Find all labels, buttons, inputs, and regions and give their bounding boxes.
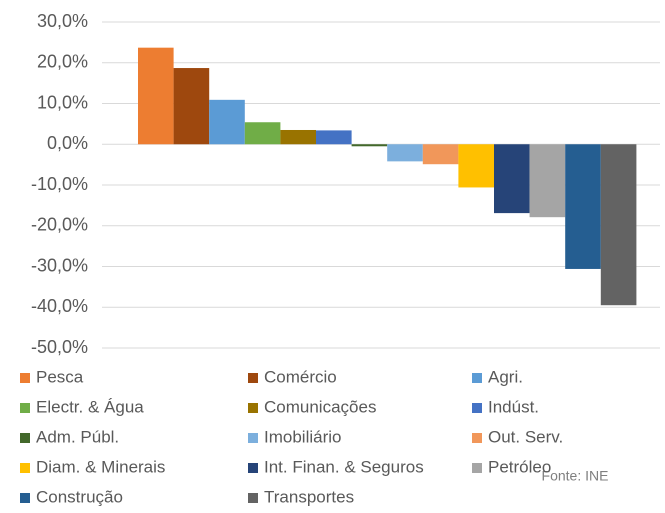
legend-label: Comunicações xyxy=(264,397,376,416)
bar xyxy=(138,47,174,145)
legend-swatch xyxy=(20,493,30,503)
bar xyxy=(280,129,316,145)
y-tick-label: -40,0% xyxy=(31,296,88,316)
bar xyxy=(529,144,566,218)
bar xyxy=(600,144,637,306)
legend-swatch xyxy=(248,403,258,413)
bar xyxy=(387,144,423,162)
legend-swatch xyxy=(472,433,482,443)
legend-swatch xyxy=(248,373,258,383)
bar xyxy=(209,99,245,145)
bar xyxy=(458,144,494,188)
y-tick-label: 20,0% xyxy=(37,52,88,72)
source-note: Fonte: INE xyxy=(542,468,609,484)
bar xyxy=(244,122,281,145)
legend-swatch xyxy=(248,433,258,443)
legend-swatch xyxy=(472,373,482,383)
legend-swatch xyxy=(472,463,482,473)
legend-label: Diam. & Minerais xyxy=(36,457,165,476)
bar xyxy=(351,144,388,147)
legend-swatch xyxy=(20,403,30,413)
y-tick-label: 10,0% xyxy=(37,92,88,112)
legend-label: Comércio xyxy=(264,367,337,386)
legend-label: Construção xyxy=(36,487,123,506)
y-tick-label: -20,0% xyxy=(31,215,88,235)
legend-swatch xyxy=(20,373,30,383)
bar xyxy=(494,144,530,214)
y-tick-label: -30,0% xyxy=(31,255,88,275)
legend-label: Adm. Públ. xyxy=(36,427,119,446)
y-tick-label: 30,0% xyxy=(37,11,88,31)
bar xyxy=(422,144,459,165)
legend-swatch xyxy=(248,493,258,503)
legend-label: Imobiliário xyxy=(264,427,341,446)
legend-swatch xyxy=(472,403,482,413)
legend-label: Electr. & Água xyxy=(36,397,144,416)
y-tick-label: 0,0% xyxy=(47,133,88,153)
legend-label: Indúst. xyxy=(488,397,539,416)
legend-swatch xyxy=(20,433,30,443)
legend-label: Int. Finan. & Seguros xyxy=(264,457,424,476)
bar xyxy=(565,144,601,269)
legend-label: Agri. xyxy=(488,367,523,386)
legend-label: Petróleo xyxy=(488,457,551,476)
bar xyxy=(316,130,352,145)
legend-swatch xyxy=(248,463,258,473)
y-tick-label: -10,0% xyxy=(31,174,88,194)
legend-label: Transportes xyxy=(264,487,354,506)
legend-label: Out. Serv. xyxy=(488,427,563,446)
legend-label: Pesca xyxy=(36,367,84,386)
bar xyxy=(173,68,210,145)
legend-swatch xyxy=(20,463,30,473)
y-tick-label: -50,0% xyxy=(31,337,88,357)
